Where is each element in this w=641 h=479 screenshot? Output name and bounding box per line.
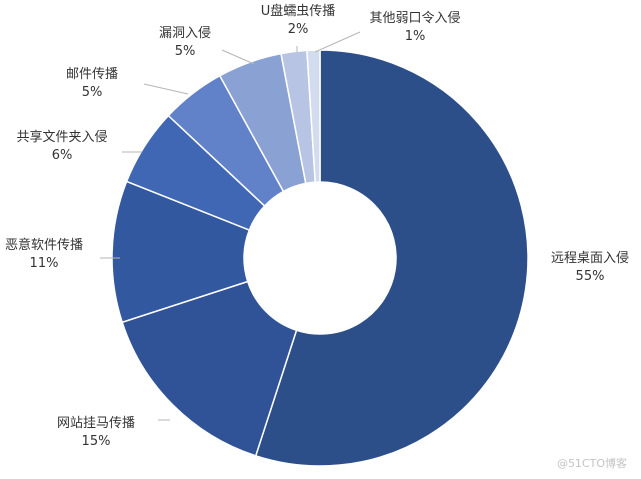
labels-group: 远程桌面入侵 55% 网站挂马传播 15% 恶意软件传播 11% 共享文件夹入侵 6% 邮件传播…: [5, 3, 629, 449]
watermark: @51CTO博客: [556, 457, 627, 470]
leader-line-5: [143, 83, 189, 95]
leader-line-8: [314, 31, 361, 53]
slice-value-label: 11%: [30, 256, 59, 271]
slice-value-label: 1%: [405, 29, 426, 44]
slice-value-label: 2%: [288, 22, 309, 37]
slice-category-label: 邮件传播: [66, 67, 118, 82]
slice-8: [306, 49, 321, 183]
slice-1: [254, 49, 529, 467]
slices-group: [111, 49, 529, 467]
slice-value-label: 6%: [52, 148, 73, 163]
slice-value-label: 55%: [576, 269, 605, 284]
slice-category-label: U盘蠕虫传播: [261, 3, 336, 19]
slice-category-label: 共享文件夹入侵: [16, 129, 107, 145]
slice-2: [121, 280, 298, 457]
slice-category-label: 网站挂马传播: [57, 416, 135, 431]
slice-value-label: 5%: [82, 85, 103, 100]
slice-category-label: 其他弱口令入侵: [369, 10, 460, 26]
slice-category-label: 漏洞入侵: [159, 25, 211, 41]
leader-line-6: [221, 49, 255, 65]
slice-value-label: 5%: [175, 44, 196, 59]
slice-category-label: 恶意软件传播: [5, 237, 83, 253]
slice-category-label: 远程桌面入侵: [551, 250, 629, 266]
leader-lines-group: [100, 31, 361, 421]
slice-value-label: 15%: [82, 434, 111, 449]
